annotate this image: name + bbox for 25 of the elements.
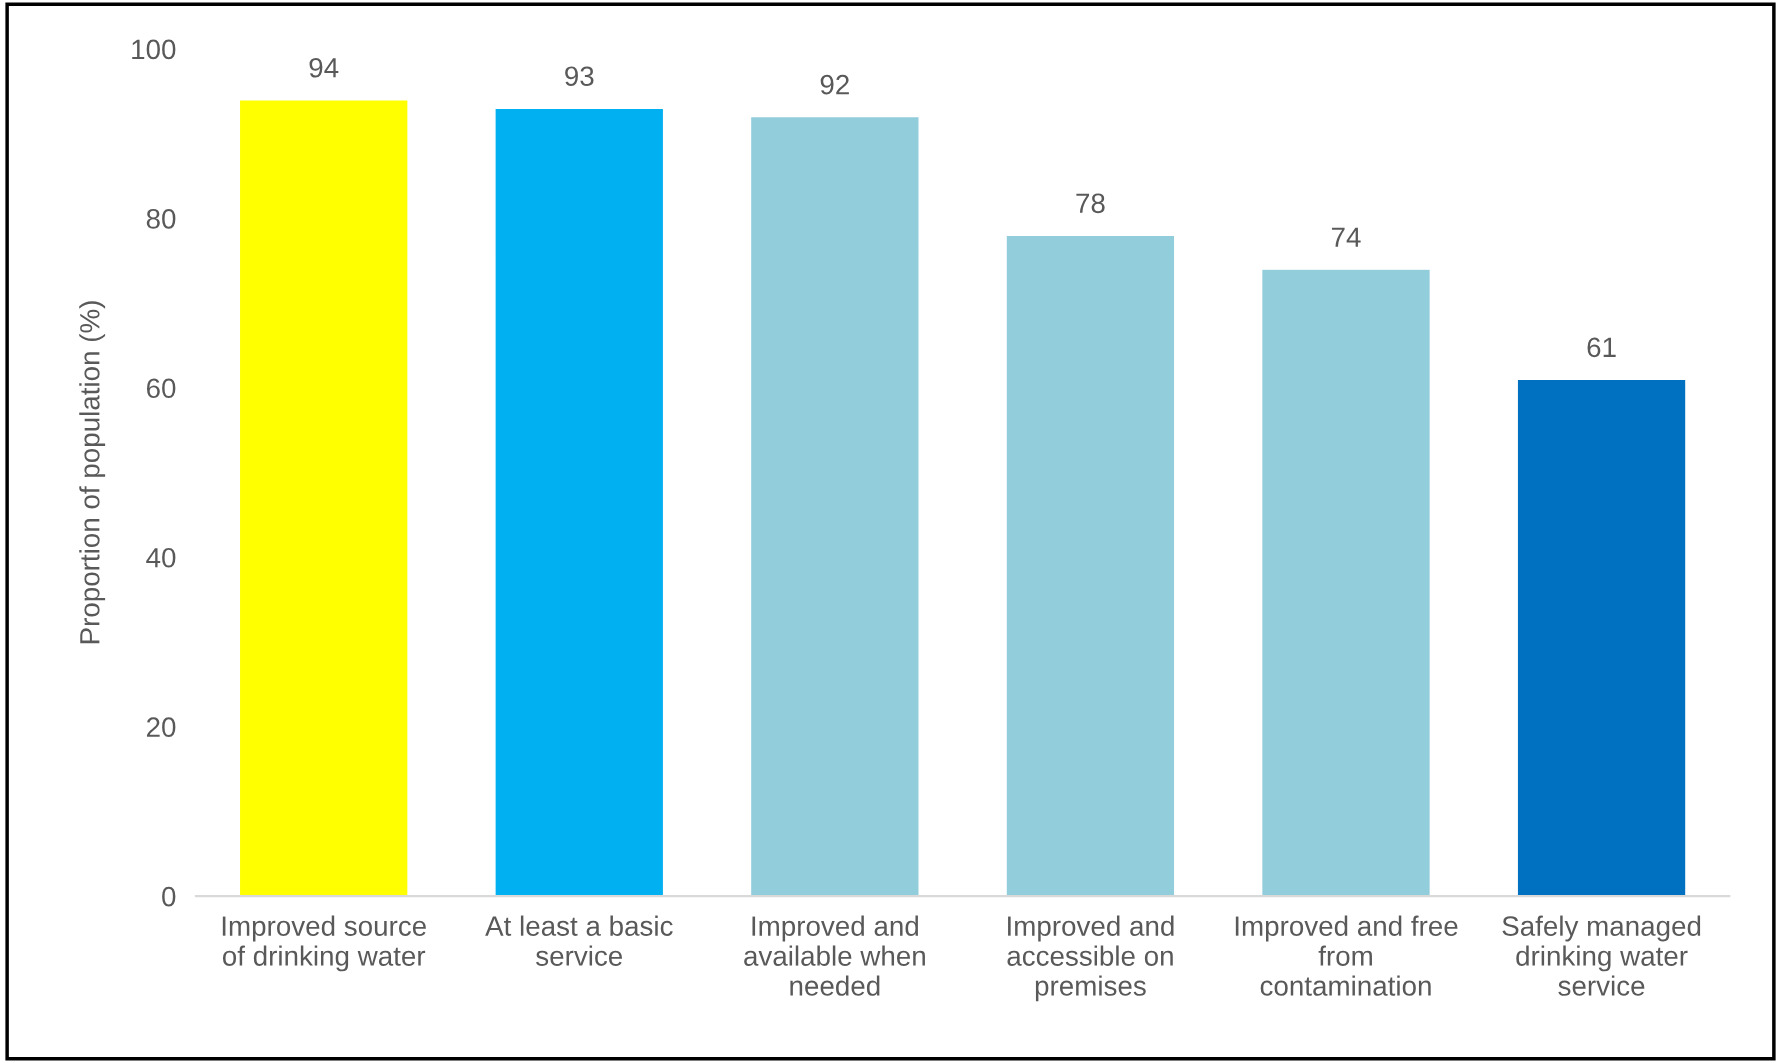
y-axis-title: Proportion of population (%) <box>79 301 106 644</box>
y-tick-label: 40 <box>146 547 176 568</box>
x-tick-label: Improved and available when needed <box>744 915 925 996</box>
x-tick-label: Safely managed drinking water service <box>1502 915 1701 996</box>
data-label: 78 <box>1076 193 1105 214</box>
bar <box>1260 268 1432 897</box>
x-tick-label: At least a basic service <box>485 915 673 966</box>
bar <box>1516 378 1687 897</box>
data-label: 94 <box>309 57 339 78</box>
bar <box>494 107 665 897</box>
bar <box>1005 234 1176 897</box>
data-label: 61 <box>1587 337 1616 358</box>
x-tick-label: Improved and accessible on premises <box>1007 915 1174 1002</box>
data-label: 74 <box>1331 227 1361 247</box>
bar <box>238 99 409 897</box>
y-tick-label: 0 <box>162 886 176 907</box>
x-tick-label: Improved and free from contamination <box>1235 915 1458 996</box>
y-tick-label: 20 <box>146 717 176 738</box>
x-tick-label: Improved source of drinking water <box>222 915 426 972</box>
bar <box>749 115 920 897</box>
y-tick-label: 80 <box>146 209 176 229</box>
y-tick-label: 60 <box>146 378 176 399</box>
y-tick-label: 100 <box>132 39 176 60</box>
data-label: 92 <box>820 74 849 95</box>
data-label: 93 <box>565 66 594 87</box>
